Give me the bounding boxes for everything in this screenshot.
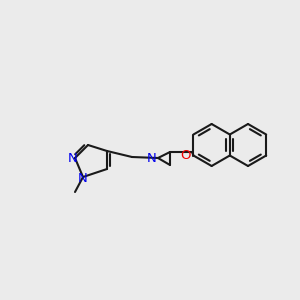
Text: N: N: [78, 172, 88, 185]
Text: N: N: [147, 152, 157, 164]
Text: N: N: [68, 152, 78, 164]
Text: O: O: [180, 149, 191, 162]
